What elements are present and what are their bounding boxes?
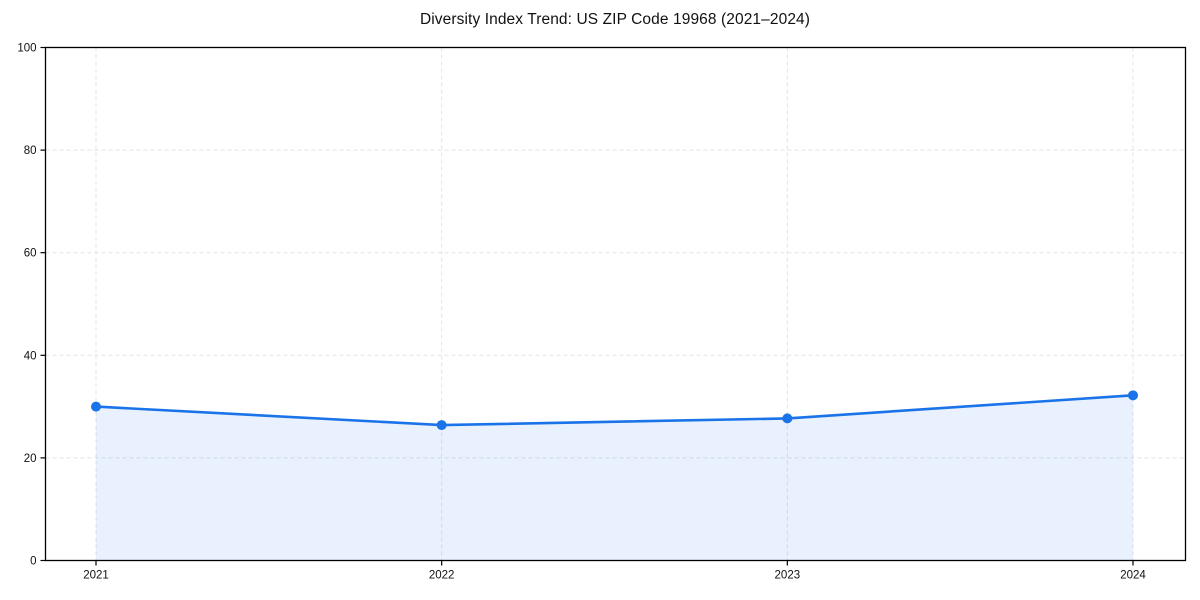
y-tick-label-80: 80: [24, 145, 37, 157]
x-tick-label-2021: 2021: [83, 570, 109, 582]
y-tick-label-100: 100: [17, 43, 36, 55]
data-point-2024: [1128, 390, 1138, 401]
y-tick-label-40: 40: [24, 350, 37, 362]
plot-border: [44, 46, 1187, 562]
chart-title: Diversity Index Trend: US ZIP Code 19968…: [419, 11, 811, 28]
x-tick-label-2022: 2022: [429, 570, 455, 582]
x-tick-label-2024: 2024: [1120, 570, 1146, 582]
area-fill: [96, 395, 1133, 561]
y-tick-label-20: 20: [24, 453, 37, 465]
data-point-2022: [436, 420, 447, 431]
x-tick-label-2023: 2023: [775, 570, 801, 582]
trend-line: [94, 394, 1135, 427]
y-tick-label-60: 60: [24, 248, 37, 260]
data-point-2021: [91, 401, 101, 412]
data-point-2023: [782, 413, 793, 424]
y-tick-label-0: 0: [30, 556, 36, 568]
